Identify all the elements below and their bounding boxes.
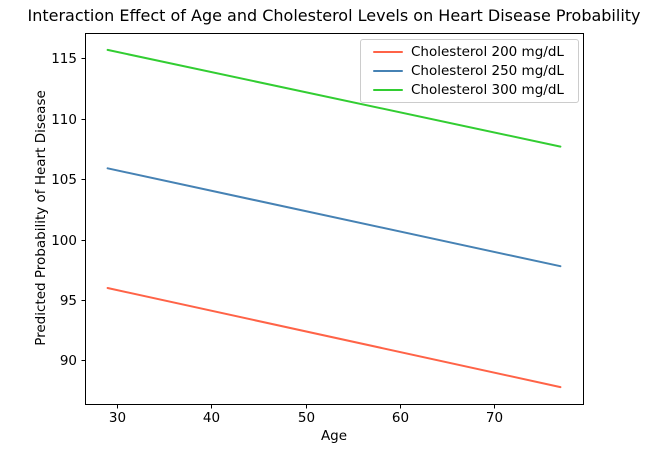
legend-label: Cholesterol 200 mg/dL xyxy=(411,44,564,61)
legend-swatch xyxy=(373,51,403,54)
legend: Cholesterol 200 mg/dL Cholesterol 250 mg/… xyxy=(360,39,579,103)
legend-label: Cholesterol 300 mg/dL xyxy=(411,81,564,98)
y-tick-label: 95 xyxy=(60,293,77,309)
legend-swatch xyxy=(373,69,403,72)
chart-title: Interaction Effect of Age and Cholestero… xyxy=(27,6,641,25)
y-tick-label: 110 xyxy=(51,112,77,128)
axes-spines xyxy=(85,33,584,405)
legend-item: Cholesterol 300 mg/dL xyxy=(361,82,578,98)
series-line-cholesterol-300-mg-dl xyxy=(106,48,562,148)
x-tick-label: 60 xyxy=(392,410,409,426)
legend-swatch xyxy=(373,88,403,91)
x-tick-label: 70 xyxy=(486,410,503,426)
y-tick-label: 105 xyxy=(51,172,77,188)
legend-label: Cholesterol 250 mg/dL xyxy=(411,62,564,79)
x-tick-label: 50 xyxy=(298,410,315,426)
y-tick-label: 100 xyxy=(51,233,77,249)
x-tick-label: 30 xyxy=(109,410,126,426)
x-axis-label: Age xyxy=(320,428,348,444)
legend-item: Cholesterol 250 mg/dL xyxy=(361,63,578,79)
y-tick-label: 90 xyxy=(60,353,77,369)
x-tick-label: 40 xyxy=(203,410,220,426)
series-line-cholesterol-200-mg-dl xyxy=(106,287,562,389)
series-line-cholesterol-250-mg-dl xyxy=(106,167,562,268)
y-tick-label: 115 xyxy=(51,51,77,67)
legend-item: Cholesterol 200 mg/dL xyxy=(361,44,578,60)
